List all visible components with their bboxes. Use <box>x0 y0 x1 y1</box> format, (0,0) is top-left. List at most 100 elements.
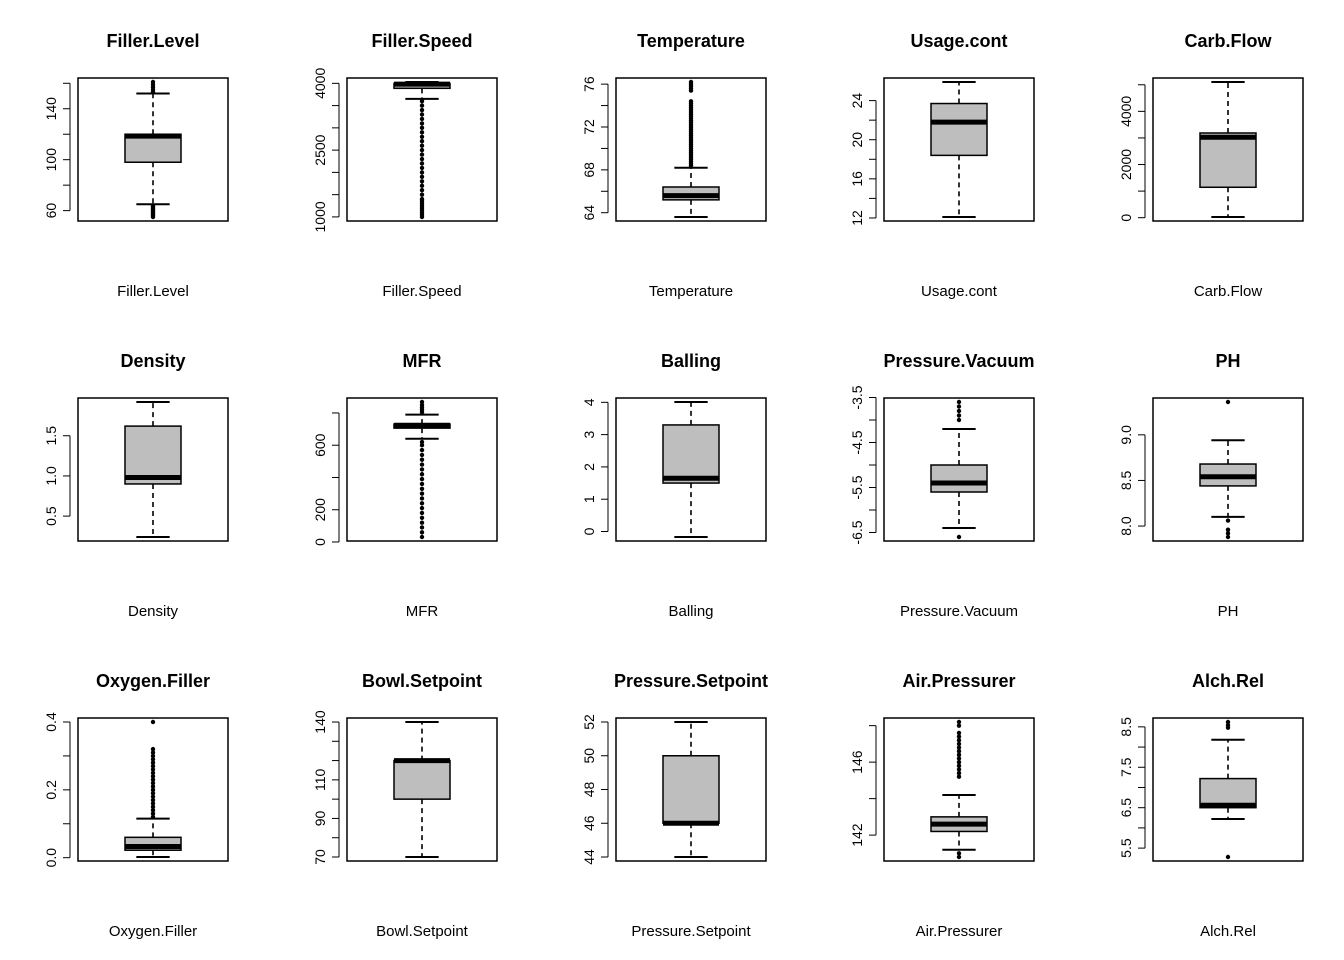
outlier-point <box>419 107 425 113</box>
y-tick-label: 100 <box>43 148 59 172</box>
outlier-point <box>419 174 425 180</box>
y-tick-label: -4.5 <box>849 430 865 454</box>
y-tick-label: 20 <box>849 132 865 148</box>
outlier-point <box>150 791 156 796</box>
outlier-point <box>956 851 962 856</box>
y-tick-label: 0.4 <box>43 712 59 732</box>
outlier-point <box>150 807 156 813</box>
plot-frame <box>615 717 767 862</box>
outlier-point <box>150 811 156 816</box>
outlier-point <box>956 723 962 728</box>
outlier-point <box>688 99 694 104</box>
outlier-point <box>419 112 425 117</box>
outlier-point <box>419 520 425 525</box>
outlier-point <box>419 187 425 193</box>
outlier-point <box>1225 719 1231 725</box>
outlier-point <box>419 116 425 122</box>
panel-density: Density Density 0.5 1.0 1.5 <box>43 351 229 620</box>
panel-title: Bowl.Setpoint <box>362 671 482 691</box>
iqr-box <box>662 755 720 824</box>
outlier-point <box>419 472 425 477</box>
outlier-point <box>419 170 425 175</box>
panel-title: Carb.Flow <box>1184 31 1272 51</box>
y-tick-label: 24 <box>849 93 865 109</box>
outlier-point <box>956 752 962 758</box>
plot-frame <box>883 717 1035 862</box>
outlier-point <box>956 741 962 747</box>
y-tick-label: 50 <box>581 748 597 764</box>
panel-title: Filler.Speed <box>371 31 472 51</box>
y-tick-label: 4000 <box>1118 96 1134 127</box>
outlier-point <box>150 79 156 85</box>
outlier-point <box>150 746 156 752</box>
outlier-point <box>419 496 425 501</box>
outlier-point <box>150 753 156 759</box>
outlier-point <box>1225 534 1231 540</box>
outlier-point <box>956 734 962 739</box>
outlier-point <box>419 462 425 467</box>
outlier-point <box>150 801 156 806</box>
outlier-point <box>688 79 694 85</box>
iqr-box <box>393 759 451 800</box>
panel-title: Pressure.Vacuum <box>883 351 1034 371</box>
panel-usage-cont: Usage.cont Usage.cont 12 16 20 24 <box>849 31 1035 300</box>
y-tick-label: 68 <box>581 162 597 178</box>
y-tick-label: 0 <box>1118 214 1134 222</box>
panel-mfr: MFR MFR 0 200 600 <box>312 351 498 620</box>
outlier-point <box>150 750 156 755</box>
outlier-point <box>419 139 425 144</box>
y-tick-label: 146 <box>849 750 865 774</box>
plot-frame <box>615 397 767 542</box>
plot-frame <box>1152 77 1304 222</box>
outlier-point <box>419 161 425 166</box>
panel-title: Air.Pressurer <box>902 671 1015 691</box>
outlier-point <box>419 125 425 131</box>
plot-frame <box>615 77 767 222</box>
x-axis-label: Pressure.Vacuum <box>900 603 1018 620</box>
outlier-point <box>1225 854 1231 860</box>
iqr-box <box>930 102 988 157</box>
outlier-point <box>419 192 425 197</box>
outlier-point <box>956 770 962 776</box>
outlier-point <box>956 763 962 768</box>
panel-pressure-setpoint: Pressure.Setpoint Pressure.Setpoint 44 46 48… <box>581 671 768 940</box>
outlier-point <box>956 745 962 750</box>
plot-frame <box>77 397 229 542</box>
outlier-point <box>419 476 425 482</box>
outlier-point <box>419 152 425 157</box>
y-tick-label: -5.5 <box>849 475 865 499</box>
y-tick-label: 1.0 <box>43 466 59 486</box>
outlier-point <box>419 130 425 135</box>
x-axis-label: Balling <box>668 603 713 620</box>
x-axis-label: Pressure.Setpoint <box>631 923 751 940</box>
y-tick-label: 200 <box>312 498 328 522</box>
outlier-point <box>1225 518 1231 523</box>
x-axis-label: Air.Pressurer <box>916 923 1003 940</box>
y-tick-label: 0.0 <box>43 848 59 868</box>
plot-frame <box>346 717 498 862</box>
y-tick-label: 0 <box>312 538 328 546</box>
plot-frame <box>1152 717 1304 862</box>
panel-title: Alch.Rel <box>1192 671 1264 691</box>
x-axis-label: Alch.Rel <box>1200 923 1256 940</box>
outlier-point <box>419 491 425 496</box>
plot-frame <box>77 77 229 222</box>
outlier-point <box>419 467 425 472</box>
y-tick-label: 0 <box>581 527 597 535</box>
y-tick-label: 2500 <box>312 134 328 165</box>
y-tick-label: 8.5 <box>1118 717 1134 737</box>
panel-carb-flow: Carb.Flow Carb.Flow 0 2000 4000 <box>1118 31 1304 300</box>
panel-ph: PH PH 8.0 8.5 9.0 <box>1118 351 1304 620</box>
outlier-point <box>419 439 425 445</box>
outlier-point <box>419 534 425 540</box>
outlier-point <box>419 510 425 516</box>
outlier-point <box>150 814 156 820</box>
outlier-point <box>150 794 156 799</box>
y-tick-label: 4 <box>581 398 597 406</box>
outlier-point <box>419 457 425 462</box>
y-tick-label: 7.5 <box>1118 757 1134 777</box>
y-tick-label: 1.5 <box>43 426 59 446</box>
x-axis-label: PH <box>1218 603 1239 620</box>
outlier-point <box>1225 399 1231 405</box>
